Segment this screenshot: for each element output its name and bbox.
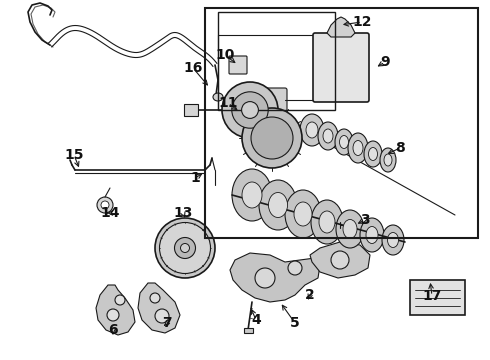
Text: 3: 3 (360, 213, 370, 227)
Polygon shape (327, 17, 355, 37)
Bar (410, 280, 465, 315)
Polygon shape (310, 242, 370, 278)
Ellipse shape (336, 210, 364, 248)
Text: 16: 16 (183, 61, 203, 75)
Text: 4: 4 (251, 313, 261, 327)
Ellipse shape (269, 193, 288, 217)
Text: 1: 1 (190, 171, 200, 185)
Ellipse shape (242, 182, 262, 208)
Text: 11: 11 (218, 96, 238, 110)
Polygon shape (230, 253, 320, 302)
Ellipse shape (285, 190, 321, 238)
Ellipse shape (353, 140, 363, 156)
Polygon shape (138, 283, 180, 333)
Ellipse shape (343, 220, 357, 238)
Bar (184, 104, 198, 116)
Ellipse shape (311, 200, 343, 244)
Bar (218, 12, 335, 110)
Ellipse shape (368, 148, 377, 161)
Ellipse shape (360, 218, 384, 252)
Ellipse shape (366, 226, 378, 243)
Polygon shape (96, 285, 135, 335)
Circle shape (155, 218, 215, 278)
Text: 10: 10 (215, 48, 235, 62)
Ellipse shape (388, 233, 398, 248)
Text: 9: 9 (380, 55, 390, 69)
Bar (205, 8, 478, 238)
Ellipse shape (318, 122, 338, 150)
Ellipse shape (380, 148, 396, 172)
Ellipse shape (384, 154, 392, 166)
Bar (244, 328, 253, 333)
Text: 12: 12 (352, 15, 372, 29)
Circle shape (101, 201, 109, 209)
Ellipse shape (294, 202, 312, 226)
Text: 2: 2 (305, 288, 315, 302)
Ellipse shape (259, 180, 297, 230)
Circle shape (255, 268, 275, 288)
Ellipse shape (213, 93, 223, 101)
Text: 15: 15 (64, 148, 84, 162)
Ellipse shape (335, 129, 353, 155)
Ellipse shape (348, 133, 368, 163)
FancyBboxPatch shape (229, 56, 247, 74)
Circle shape (107, 309, 119, 321)
Circle shape (331, 251, 349, 269)
Ellipse shape (232, 169, 272, 221)
Text: 5: 5 (290, 316, 300, 330)
Ellipse shape (319, 211, 335, 233)
Ellipse shape (306, 122, 318, 138)
Circle shape (180, 243, 190, 252)
Circle shape (232, 92, 268, 128)
Circle shape (115, 295, 125, 305)
Text: 13: 13 (173, 206, 193, 220)
Ellipse shape (300, 114, 324, 146)
FancyBboxPatch shape (313, 33, 369, 102)
Text: 7: 7 (162, 316, 172, 330)
Ellipse shape (340, 135, 348, 148)
Circle shape (251, 117, 293, 159)
FancyBboxPatch shape (248, 88, 287, 132)
Circle shape (160, 222, 211, 274)
Circle shape (222, 82, 278, 138)
Ellipse shape (323, 129, 333, 143)
Circle shape (174, 238, 196, 258)
Text: 14: 14 (100, 206, 120, 220)
Text: 6: 6 (108, 323, 118, 337)
Circle shape (155, 309, 169, 323)
Text: 17: 17 (422, 289, 441, 303)
Circle shape (242, 102, 258, 118)
Circle shape (288, 261, 302, 275)
Text: 8: 8 (395, 141, 405, 155)
Circle shape (150, 293, 160, 303)
Circle shape (97, 197, 113, 213)
Ellipse shape (382, 225, 404, 255)
Circle shape (242, 108, 302, 168)
Ellipse shape (364, 141, 382, 167)
